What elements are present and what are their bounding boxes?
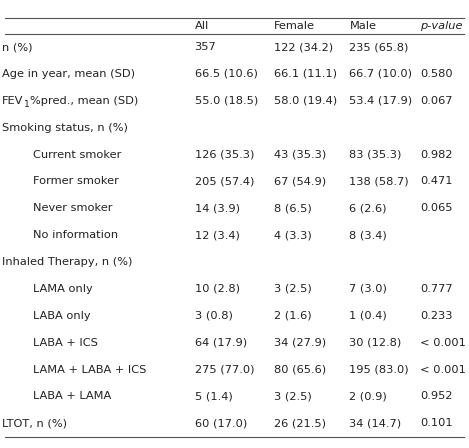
Text: All: All (195, 21, 209, 31)
Text: 275 (77.0): 275 (77.0) (195, 365, 254, 375)
Text: n (%): n (%) (2, 42, 33, 52)
Text: 43 (35.3): 43 (35.3) (274, 150, 326, 159)
Text: < 0.001: < 0.001 (420, 365, 466, 375)
Text: 66.1 (11.1): 66.1 (11.1) (274, 69, 337, 79)
Text: 205 (57.4): 205 (57.4) (195, 177, 254, 186)
Text: 357: 357 (195, 42, 216, 52)
Text: 4 (3.3): 4 (3.3) (274, 230, 312, 240)
Text: 66.7 (10.0): 66.7 (10.0) (349, 69, 412, 79)
Text: 1 (0.4): 1 (0.4) (349, 311, 387, 321)
Text: 8 (6.5): 8 (6.5) (274, 203, 312, 213)
Text: 34 (27.9): 34 (27.9) (274, 338, 326, 348)
Text: 80 (65.6): 80 (65.6) (274, 365, 326, 375)
Text: FEV: FEV (2, 96, 24, 106)
Text: 12 (3.4): 12 (3.4) (195, 230, 240, 240)
Text: 0.101: 0.101 (420, 418, 453, 428)
Text: 5 (1.4): 5 (1.4) (195, 392, 232, 401)
Text: 83 (35.3): 83 (35.3) (349, 150, 402, 159)
Text: 0.065: 0.065 (420, 203, 452, 213)
Text: < 0.001: < 0.001 (420, 338, 466, 348)
Text: 3 (2.5): 3 (2.5) (274, 392, 312, 401)
Text: 60 (17.0): 60 (17.0) (195, 418, 247, 428)
Text: Inhaled Therapy, n (%): Inhaled Therapy, n (%) (2, 257, 133, 267)
Text: 14 (3.9): 14 (3.9) (195, 203, 240, 213)
Text: 122 (34.2): 122 (34.2) (274, 42, 333, 52)
Text: 66.5 (10.6): 66.5 (10.6) (195, 69, 257, 79)
Text: 67 (54.9): 67 (54.9) (274, 177, 326, 186)
Text: 6 (2.6): 6 (2.6) (349, 203, 387, 213)
Text: 235 (65.8): 235 (65.8) (349, 42, 409, 52)
Text: 0.067: 0.067 (420, 96, 452, 106)
Text: 138 (58.7): 138 (58.7) (349, 177, 409, 186)
Text: No information: No information (33, 230, 118, 240)
Text: 26 (21.5): 26 (21.5) (274, 418, 326, 428)
Text: LAMA only: LAMA only (33, 284, 92, 294)
Text: 3 (2.5): 3 (2.5) (274, 284, 312, 294)
Text: Female: Female (274, 21, 315, 31)
Text: 34 (14.7): 34 (14.7) (349, 418, 401, 428)
Text: 0.233: 0.233 (420, 311, 452, 321)
Text: 1: 1 (24, 99, 30, 108)
Text: p-value: p-value (420, 21, 462, 31)
Text: 0.777: 0.777 (420, 284, 453, 294)
Text: Age in year, mean (SD): Age in year, mean (SD) (2, 69, 136, 79)
Text: 10 (2.8): 10 (2.8) (195, 284, 240, 294)
Text: 8 (3.4): 8 (3.4) (349, 230, 387, 240)
Text: Never smoker: Never smoker (33, 203, 113, 213)
Text: 2 (1.6): 2 (1.6) (274, 311, 312, 321)
Text: 0.471: 0.471 (420, 177, 452, 186)
Text: Smoking status, n (%): Smoking status, n (%) (2, 123, 128, 133)
Text: 7 (3.0): 7 (3.0) (349, 284, 387, 294)
Text: Former smoker: Former smoker (33, 177, 119, 186)
Text: 55.0 (18.5): 55.0 (18.5) (195, 96, 258, 106)
Text: 58.0 (19.4): 58.0 (19.4) (274, 96, 338, 106)
Text: %pred., mean (SD): %pred., mean (SD) (30, 96, 138, 106)
Text: Current smoker: Current smoker (33, 150, 121, 159)
Text: LABA only: LABA only (33, 311, 91, 321)
Text: 195 (83.0): 195 (83.0) (349, 365, 409, 375)
Text: LABA + ICS: LABA + ICS (33, 338, 98, 348)
Text: 30 (12.8): 30 (12.8) (349, 338, 401, 348)
Text: 2 (0.9): 2 (0.9) (349, 392, 387, 401)
Text: LTOT, n (%): LTOT, n (%) (2, 418, 68, 428)
Text: 0.952: 0.952 (420, 392, 452, 401)
Text: 53.4 (17.9): 53.4 (17.9) (349, 96, 413, 106)
Text: 3 (0.8): 3 (0.8) (195, 311, 233, 321)
Text: 64 (17.9): 64 (17.9) (195, 338, 247, 348)
Text: LABA + LAMA: LABA + LAMA (33, 392, 111, 401)
Text: Male: Male (349, 21, 377, 31)
Text: LAMA + LABA + ICS: LAMA + LABA + ICS (33, 365, 146, 375)
Text: 0.580: 0.580 (420, 69, 453, 79)
Text: 126 (35.3): 126 (35.3) (195, 150, 254, 159)
Text: 0.982: 0.982 (420, 150, 452, 159)
